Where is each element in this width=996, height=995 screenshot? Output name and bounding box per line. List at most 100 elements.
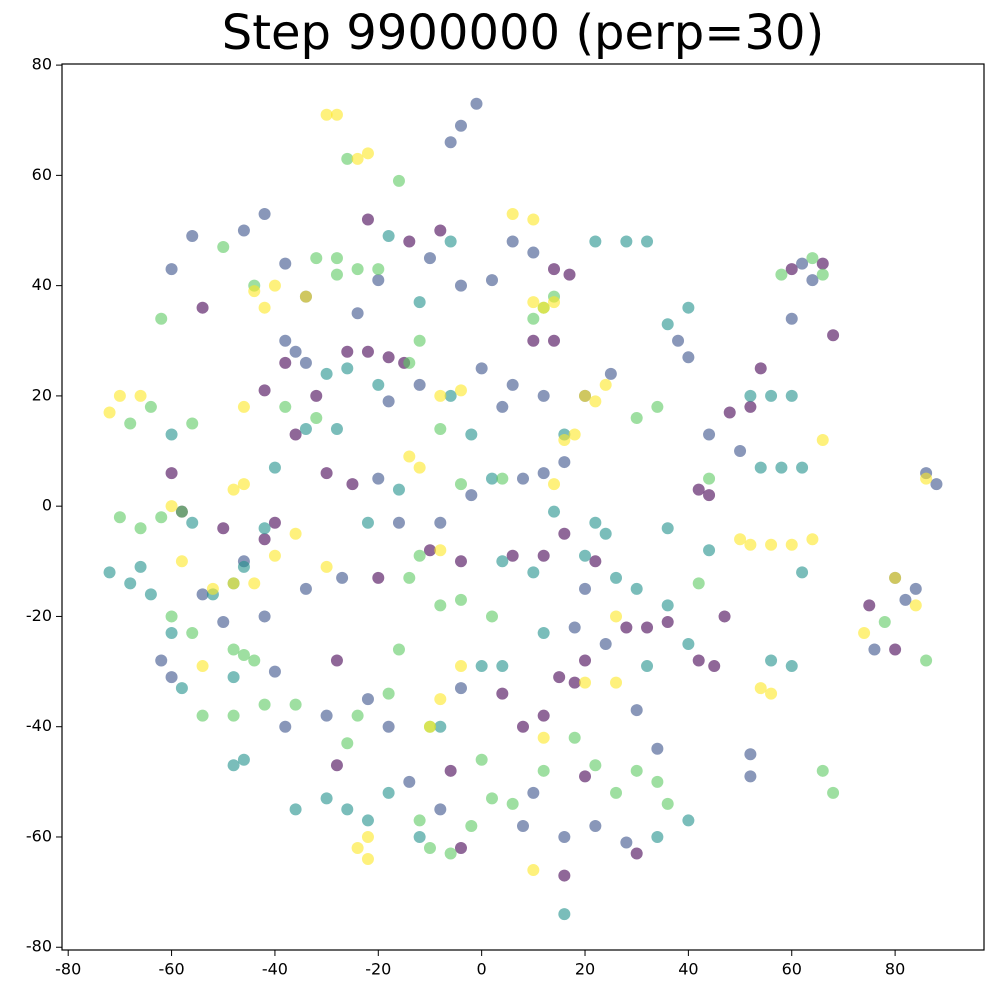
scatter-point <box>806 274 819 287</box>
scatter-point <box>744 389 757 402</box>
scatter-point <box>444 389 457 402</box>
scatter-point <box>320 467 333 480</box>
scatter-point <box>579 676 592 689</box>
scatter-point <box>165 428 178 441</box>
scatter-point <box>610 676 623 689</box>
scatter-point <box>299 582 312 595</box>
scatter-point <box>485 792 498 805</box>
scatter-point <box>258 384 271 397</box>
scatter-point <box>175 505 188 518</box>
scatter-point <box>754 362 767 375</box>
scatter-point <box>579 549 592 562</box>
scatter-point <box>196 588 209 601</box>
scatter-point <box>909 582 922 595</box>
scatter-point <box>186 626 199 639</box>
scatter-point <box>434 544 447 557</box>
scatter-point <box>217 522 230 535</box>
scatter-point <box>454 660 467 673</box>
scatter-point <box>785 660 798 673</box>
scatter-point <box>155 511 168 524</box>
scatter-point <box>258 533 271 546</box>
scatter-point <box>568 621 581 634</box>
y-tick-label: 20 <box>32 385 52 404</box>
scatter-point <box>734 445 747 458</box>
scatter-point <box>548 505 561 518</box>
scatter-point <box>454 555 467 568</box>
scatter-point <box>506 797 519 810</box>
scatter-point <box>506 549 519 562</box>
scatter-point <box>537 709 550 722</box>
scatter-point <box>361 345 374 358</box>
scatter-point <box>537 549 550 562</box>
scatter-point <box>708 660 721 673</box>
scatter-point <box>279 356 292 369</box>
scatter-point <box>765 687 778 700</box>
scatter-point <box>517 819 529 832</box>
scatter-point <box>320 560 333 573</box>
scatter-point <box>258 610 271 623</box>
scatter-point <box>863 599 876 612</box>
scatter-point <box>630 847 643 860</box>
scatter-point <box>454 384 467 397</box>
scatter-point <box>196 301 209 314</box>
scatter-point <box>579 582 592 595</box>
scatter-point <box>434 422 447 435</box>
scatter-point <box>537 301 550 314</box>
scatter-point <box>144 588 157 601</box>
scatter-point <box>454 119 467 132</box>
scatter-point <box>630 764 643 777</box>
scatter-point <box>196 660 209 673</box>
scatter-point <box>558 908 571 921</box>
scatter-point <box>237 649 250 662</box>
scatter-point <box>434 599 447 612</box>
scatter-point <box>579 654 592 667</box>
scatter-point <box>237 560 250 573</box>
scatter-point <box>444 847 457 860</box>
scatter-point <box>454 279 467 292</box>
scatter-point <box>155 312 168 325</box>
scatter-point <box>237 478 250 491</box>
scatter-point <box>527 864 540 877</box>
scatter-point <box>392 516 405 529</box>
scatter-point <box>113 389 126 402</box>
scatter-point <box>268 461 281 474</box>
scatter-point <box>589 555 602 568</box>
scatter-point <box>351 263 364 276</box>
scatter-point <box>775 461 788 474</box>
scatter-point <box>372 472 385 485</box>
scatter-point <box>816 434 829 447</box>
scatter-point <box>341 362 354 375</box>
scatter-point <box>785 312 798 325</box>
scatter-point <box>630 411 643 424</box>
scatter-point <box>165 500 178 513</box>
scatter-point <box>103 566 116 579</box>
scatter-point <box>227 483 240 496</box>
scatter-point <box>775 268 788 281</box>
scatter-point <box>237 224 250 237</box>
scatter-point <box>465 819 478 832</box>
scatter-point <box>403 356 416 369</box>
scatter-point <box>703 489 716 502</box>
scatter-point <box>279 720 292 733</box>
scatter-point <box>124 417 137 430</box>
scatter-point <box>496 400 509 413</box>
scatter-point <box>920 654 933 667</box>
scatter-point <box>527 334 540 347</box>
scatter-point <box>144 400 157 413</box>
scatter-point <box>372 263 385 276</box>
scatter-point <box>413 814 426 827</box>
scatter-point <box>796 461 809 474</box>
plot-area <box>103 97 943 921</box>
scatter-point <box>744 770 757 783</box>
x-tick-label: -60 <box>158 960 184 979</box>
scatter-point <box>403 235 416 248</box>
scatter-point <box>330 252 343 265</box>
scatter-point <box>930 478 943 491</box>
scatter-point <box>754 461 767 474</box>
scatter-point <box>351 152 364 165</box>
scatter-point <box>299 356 312 369</box>
scatter-point <box>382 395 395 408</box>
scatter-point <box>310 411 323 424</box>
scatter-point <box>682 638 695 651</box>
